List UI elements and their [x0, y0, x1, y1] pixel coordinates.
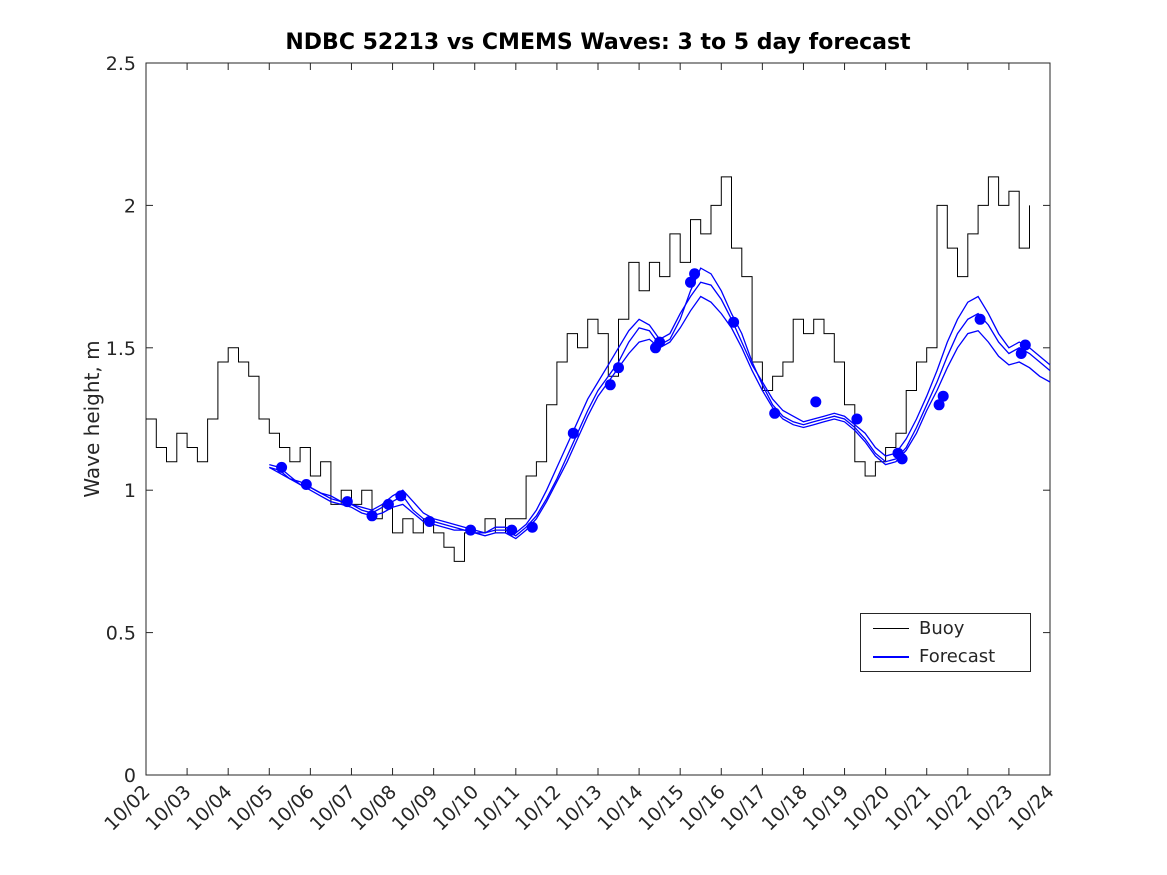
- forecast-marker: [689, 268, 701, 280]
- x-tick-label: 10/11: [470, 781, 524, 835]
- forecast-marker: [1015, 348, 1027, 359]
- forecast-marker: [613, 362, 624, 374]
- x-axis: 10/0210/0310/0410/0510/0610/0710/0810/09…: [100, 63, 1059, 835]
- x-tick-label: 10/09: [388, 781, 442, 835]
- forecast-marker: [465, 524, 477, 536]
- y-tick-label: 2.5: [106, 53, 136, 75]
- forecast-marker: [366, 510, 378, 522]
- legend-entry-forecast: Forecast: [873, 646, 1030, 668]
- forecast-marker: [604, 379, 616, 391]
- forecast-line-swatch: [873, 655, 909, 658]
- forecast-run-1-line: [269, 267, 1051, 537]
- legend: Buoy Forecast: [860, 613, 1031, 672]
- x-tick-label: 10/18: [758, 781, 812, 835]
- x-tick-label: 10/07: [306, 781, 360, 835]
- x-tick-label: 10/05: [224, 781, 278, 835]
- forecast-marker: [810, 396, 822, 408]
- forecast-marker: [526, 521, 538, 533]
- forecast-marker: [769, 407, 781, 419]
- forecast-marker: [896, 453, 908, 465]
- x-tick-label: 10/04: [182, 781, 236, 835]
- forecast-marker: [654, 336, 666, 348]
- x-tick-label: 10/02: [100, 781, 154, 835]
- forecast-start-markers: [276, 268, 1031, 536]
- forecast-marker: [1019, 339, 1031, 351]
- y-tick-label: 2: [124, 195, 136, 217]
- x-tick-label: 10/06: [265, 781, 319, 835]
- legend-label-forecast: Forecast: [919, 646, 996, 667]
- legend-entry-buoy: Buoy: [873, 618, 1030, 640]
- buoy-line: [146, 176, 1030, 562]
- y-tick-label: 1.5: [106, 338, 136, 360]
- x-tick-label: 10/16: [676, 781, 730, 835]
- x-tick-label: 10/03: [141, 781, 195, 835]
- forecast-marker: [395, 490, 407, 502]
- forecast-marker: [685, 276, 696, 288]
- legend-label-buoy: Buoy: [919, 618, 965, 639]
- x-tick-label: 10/22: [922, 781, 976, 835]
- y-tick-label: 1: [124, 480, 136, 502]
- y-tick-label: 0.5: [106, 623, 136, 645]
- x-tick-label: 10/13: [552, 781, 606, 835]
- forecast-marker: [341, 496, 353, 508]
- forecast-marker: [728, 316, 740, 328]
- x-tick-label: 10/15: [634, 781, 688, 835]
- forecast-marker: [300, 479, 312, 490]
- forecast-marker: [382, 498, 394, 510]
- forecast-marker: [851, 413, 863, 425]
- y-axis: 0 0.5 1 1.5 2 2.5: [106, 53, 1050, 787]
- x-tick-label: 10/12: [511, 781, 565, 835]
- buoy-line-swatch: [873, 628, 909, 629]
- y-tick-label: 0: [124, 765, 136, 787]
- forecast-run-3-line: [269, 281, 1051, 534]
- forecast-marker: [937, 390, 949, 402]
- x-tick-label: 10/20: [840, 781, 894, 835]
- chart-title: NDBC 52213 vs CMEMS Waves: 3 to 5 day fo…: [285, 30, 911, 55]
- x-tick-label: 10/21: [881, 781, 935, 835]
- x-tick-label: 10/17: [717, 781, 771, 835]
- x-tick-label: 10/24: [1004, 781, 1058, 835]
- x-tick-label: 10/23: [963, 781, 1017, 835]
- forecast-marker: [974, 313, 986, 325]
- forecast-marker: [933, 399, 945, 411]
- x-tick-label: 10/19: [799, 781, 853, 835]
- forecast-marker: [506, 524, 518, 536]
- x-tick-label: 10/14: [593, 781, 647, 835]
- forecast-marker: [276, 461, 288, 473]
- forecast-marker: [567, 427, 579, 439]
- forecast-marker: [424, 516, 435, 527]
- x-tick-label: 10/08: [347, 781, 401, 835]
- x-tick-label: 10/10: [429, 781, 483, 835]
